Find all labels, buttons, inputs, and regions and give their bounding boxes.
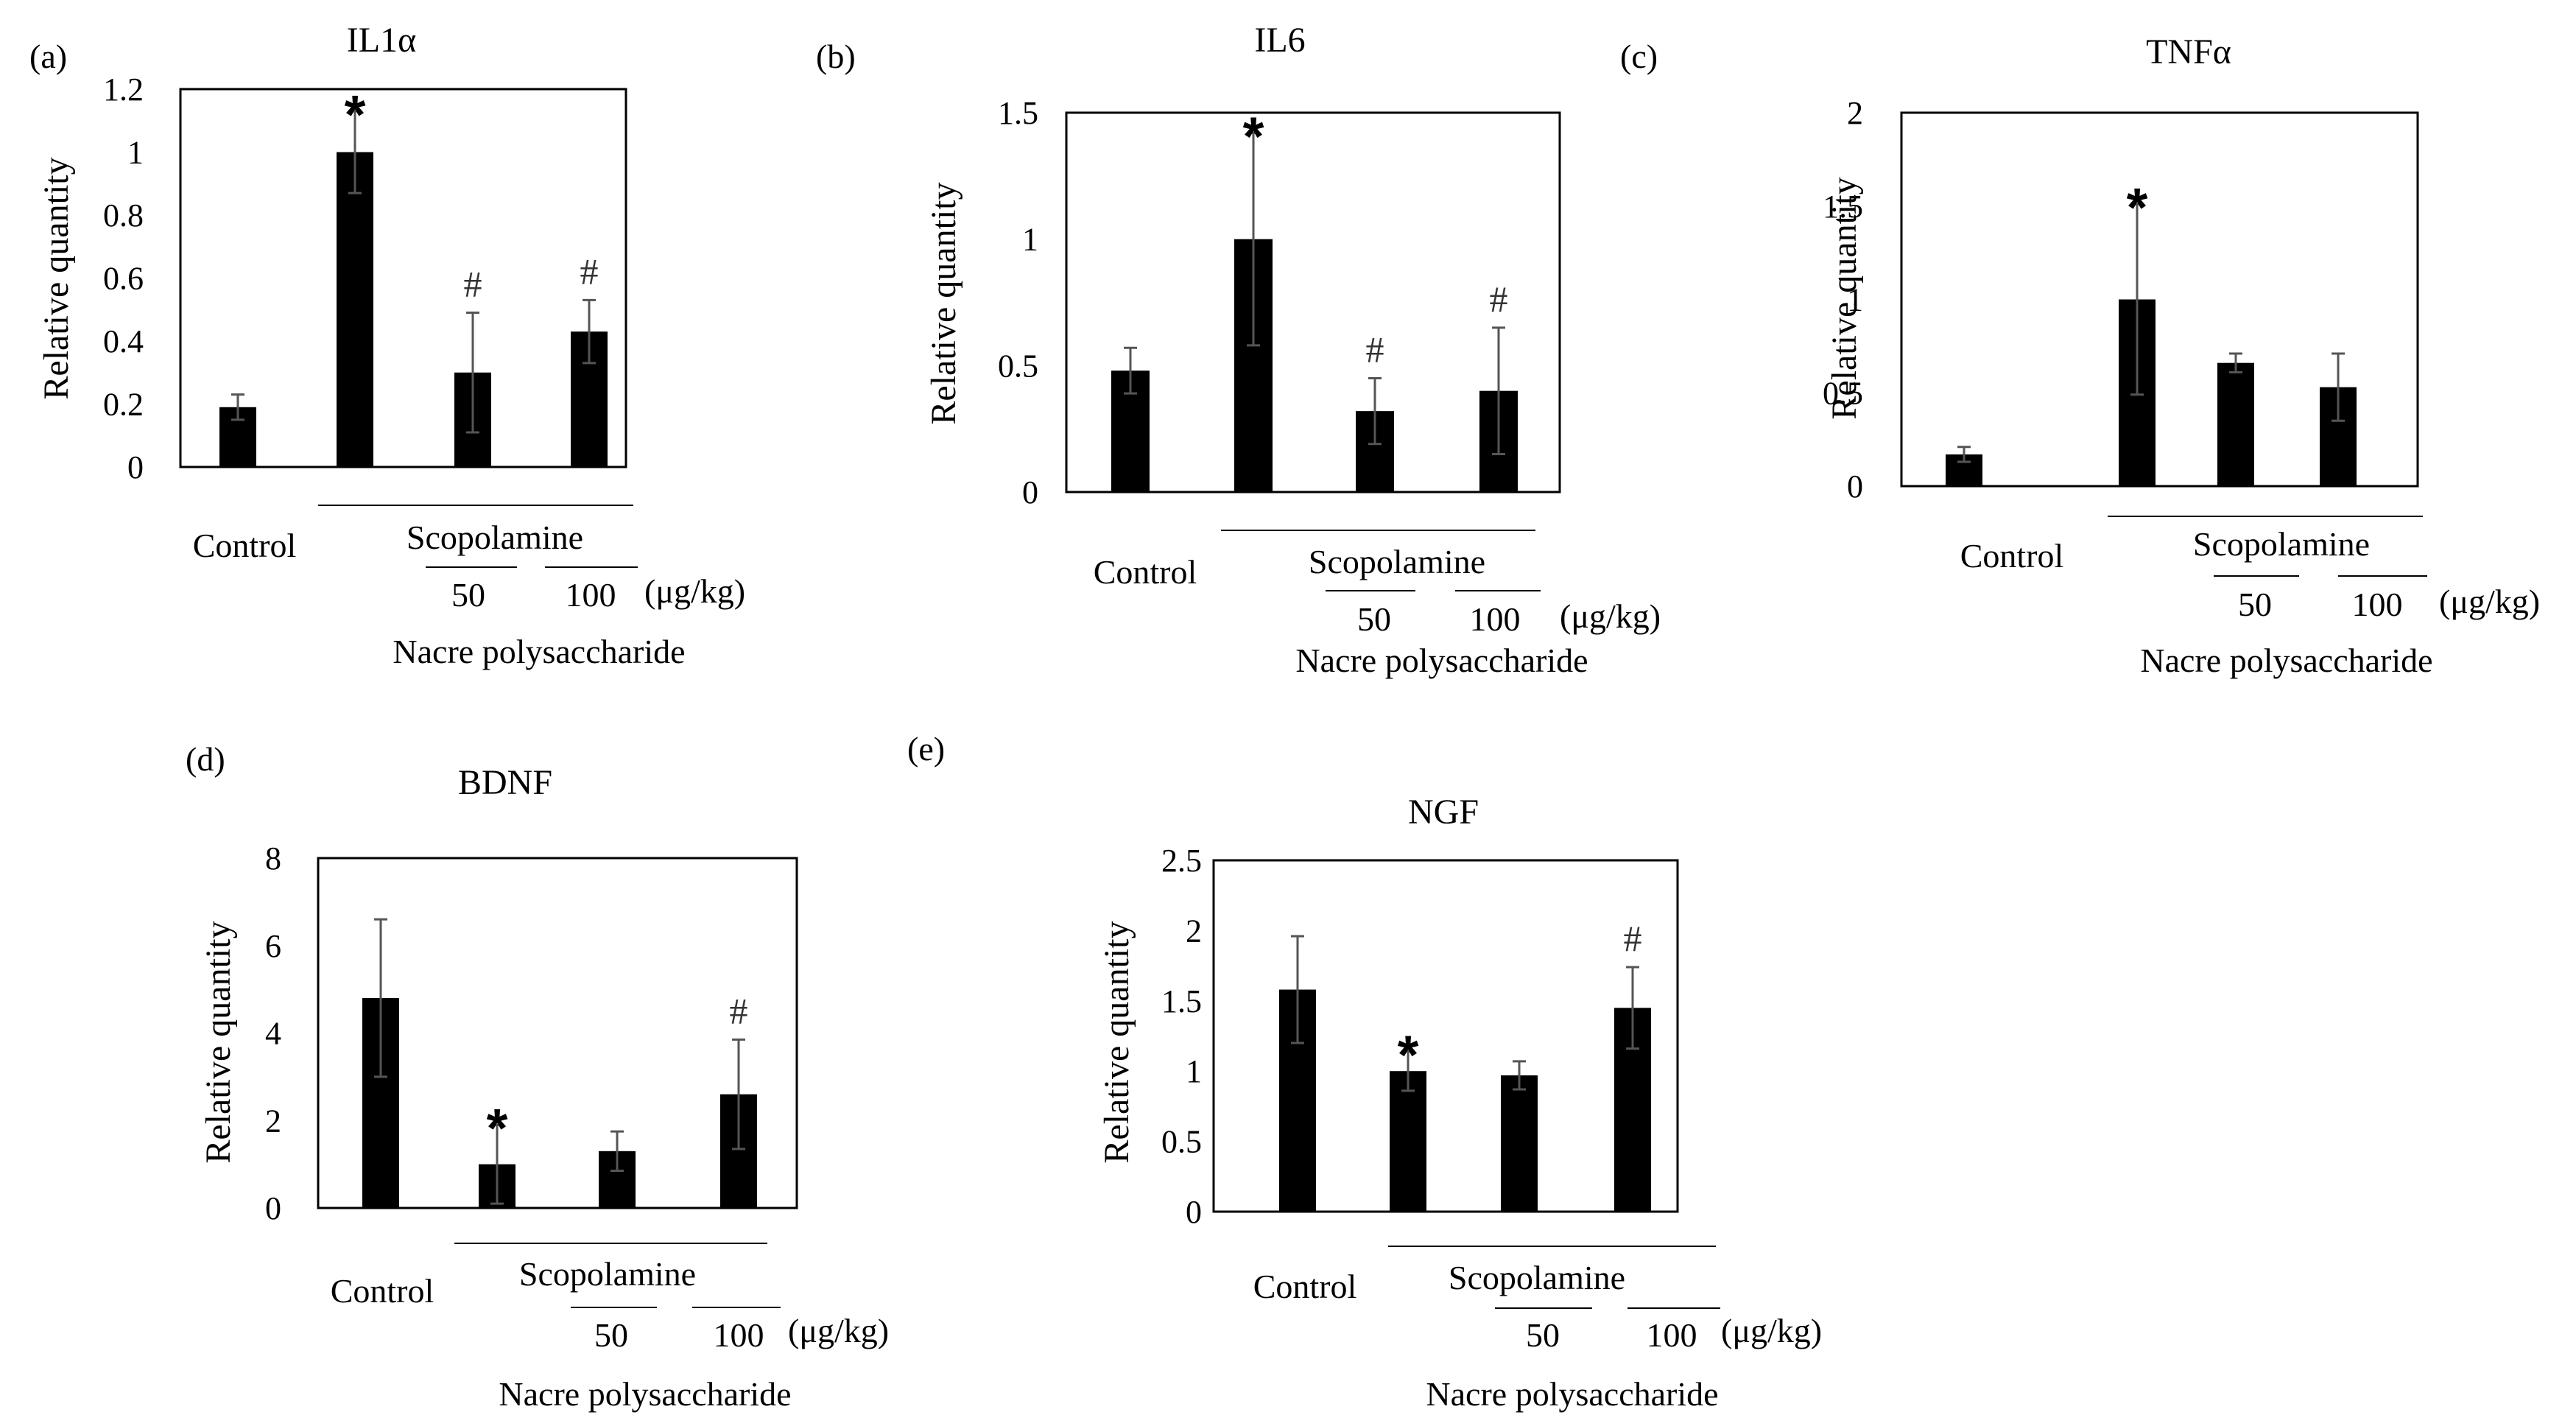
dose-label-100: 100 [714, 1316, 764, 1354]
panel-label: (e) [907, 730, 945, 768]
category-label-control: Control [331, 1272, 434, 1310]
y-axis-title: Relative quantity [1097, 921, 1136, 1163]
chart-title: NGF [1408, 793, 1479, 832]
plot-frame [317, 857, 798, 1209]
y-tick-label: 0.5 [998, 348, 1038, 384]
y-tick-label: 8 [265, 840, 281, 877]
dose-label-50: 50 [1357, 600, 1391, 638]
significance-star: * [345, 84, 366, 145]
y-tick-label: 0.2 [103, 387, 144, 423]
treatment-label: Nacre polysaccharide [2140, 642, 2432, 679]
y-axis-title: Relative quantity [37, 157, 76, 399]
y-tick-label: 1 [127, 135, 144, 171]
dose-unit-label: (μg/kg) [1721, 1312, 1822, 1349]
dose-label-100: 100 [1470, 600, 1521, 638]
category-label-control: Control [1094, 553, 1197, 591]
dose-label-50: 50 [451, 576, 485, 614]
plot-frame [179, 88, 627, 468]
panel-label: (d) [186, 740, 225, 778]
y-tick-label: 4 [265, 1016, 281, 1052]
y-tick-label: 2 [1186, 913, 1202, 949]
significance-hash: # [1490, 278, 1508, 320]
chart-panel-1: (a) IL1α 0 0.2 0.4 0.6 0.8 1 1.2 Relative quantit… [29, 21, 745, 670]
significance-hash: # [1624, 918, 1642, 959]
dose-label-50: 50 [1526, 1316, 1560, 1354]
treatment-label: Nacre polysaccharide [1426, 1375, 1718, 1413]
dose-label-100: 100 [2352, 586, 2403, 623]
y-tick-label: 6 [265, 928, 281, 964]
significance-hash: # [730, 990, 748, 1031]
category-label-scopolamine: Scopolamine [1449, 1259, 1625, 1296]
panel-label: (c) [1620, 38, 1658, 75]
y-tick-label: 0 [1186, 1194, 1202, 1230]
category-label-control: Control [193, 527, 297, 564]
y-tick-label: 0.4 [103, 323, 144, 359]
treatment-label: Nacre polysaccharide [499, 1375, 791, 1413]
dose-unit-label: (μg/kg) [788, 1312, 889, 1349]
y-tick-label: 0.5 [1823, 375, 1863, 411]
treatment-label: Nacre polysaccharide [393, 633, 685, 670]
chart-panel-4: (d) BDNF 0 2 4 6 8 Relative quantity * # Control Sc… [186, 740, 889, 1413]
significance-hash: # [464, 264, 482, 305]
plot-frame [1900, 111, 2419, 488]
significance-hash: # [1366, 329, 1384, 370]
panel-label: (b) [816, 38, 856, 75]
chart-title: IL6 [1254, 21, 1305, 60]
y-axis-title: Relative quantity [924, 182, 963, 424]
chart-panel-3: (c) TNFα 0 0.5 1 1.5 2 Relative quantity * Contro… [1620, 32, 2540, 679]
y-tick-label: 1.2 [103, 71, 144, 108]
significance-star: * [1398, 1024, 1419, 1085]
category-label-scopolamine: Scopolamine [1309, 543, 1485, 580]
bar [1390, 1071, 1426, 1212]
chart-title: TNFα [2146, 32, 2231, 71]
dose-label-50: 50 [2238, 586, 2272, 623]
y-tick-label: 1.5 [1823, 189, 1863, 225]
plot-frame [1065, 111, 1561, 494]
dose-label-100: 100 [1647, 1316, 1697, 1354]
y-tick-label: 0.8 [103, 197, 144, 233]
chart-panel-2: (b) IL6 0 0.5 1 1.5 Relative quantity * # # Contro… [816, 21, 1661, 679]
significance-hash: # [580, 250, 599, 292]
treatment-label: Nacre polysaccharide [1295, 642, 1588, 679]
y-axis-title: Relative quantity [1825, 177, 1864, 419]
category-label-control: Control [1253, 1268, 1357, 1305]
dose-unit-label: (μg/kg) [2439, 583, 2540, 620]
y-axis-title: Relative quantity [199, 921, 238, 1163]
significance-star: * [487, 1097, 508, 1159]
dose-unit-label: (μg/kg) [644, 572, 745, 610]
bar [337, 152, 373, 467]
y-tick-label: 2 [265, 1103, 281, 1139]
y-tick-label: 1.5 [1161, 983, 1202, 1019]
y-tick-label: 0.6 [103, 261, 144, 297]
chart-panel-5: (e) NGF 0 0.5 1 1.5 2 2.5 Relative quantity * # Con… [907, 730, 1822, 1413]
dose-unit-label: (μg/kg) [1560, 597, 1661, 635]
dose-label-100: 100 [566, 576, 616, 614]
y-tick-label: 0 [265, 1190, 281, 1226]
y-tick-label: 1 [1022, 222, 1038, 258]
y-tick-label: 1.5 [998, 95, 1038, 131]
significance-star: * [1243, 105, 1264, 166]
y-tick-label: 1 [1847, 282, 1863, 318]
y-tick-label: 0.5 [1161, 1124, 1202, 1160]
significance-star: * [2127, 177, 2148, 238]
category-label-scopolamine: Scopolamine [2193, 525, 2370, 563]
bar [2217, 362, 2254, 486]
y-tick-label: 0 [1022, 474, 1038, 510]
chart-title: BDNF [458, 763, 552, 802]
category-label-scopolamine: Scopolamine [407, 519, 583, 556]
y-tick-label: 0 [127, 449, 144, 485]
y-tick-label: 2.5 [1161, 843, 1202, 879]
category-label-scopolamine: Scopolamine [519, 1255, 696, 1293]
dose-label-50: 50 [594, 1316, 628, 1354]
category-label-control: Control [1960, 537, 2064, 575]
chart-title: IL1α [347, 21, 416, 60]
y-tick-label: 1 [1186, 1053, 1202, 1089]
panel-label: (a) [29, 38, 67, 75]
y-tick-label: 2 [1847, 95, 1863, 131]
plot-frame [1212, 859, 1679, 1213]
y-tick-label: 0 [1847, 468, 1863, 505]
bar [1501, 1075, 1538, 1212]
